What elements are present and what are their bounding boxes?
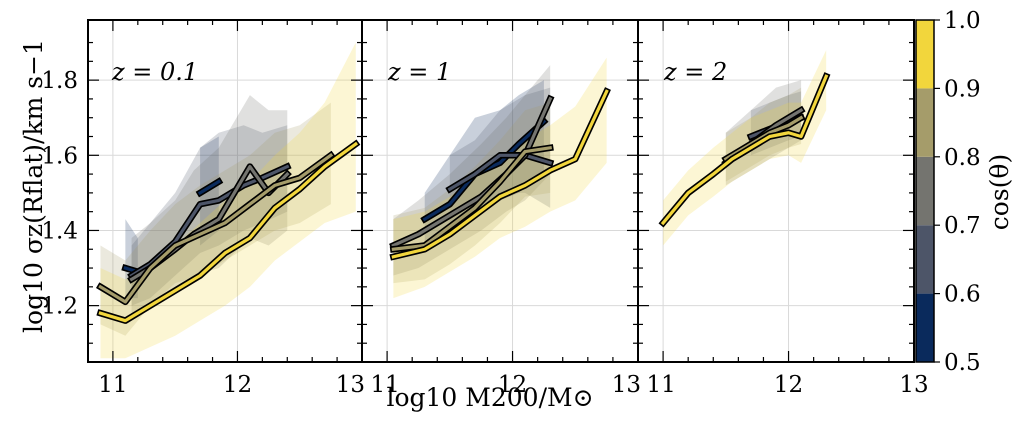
panel-frame xyxy=(637,19,915,363)
median-line xyxy=(660,74,829,226)
colorbar-tick-label: 0.9 xyxy=(944,76,981,102)
x-tick-label: 11 xyxy=(98,372,127,398)
panel-1: 11 12 13 1.2 1.4 1.6 1.8 z = 0.1 xyxy=(41,19,365,398)
scatter-band xyxy=(424,80,544,246)
colorbar-band xyxy=(916,293,934,362)
median-line xyxy=(447,153,553,192)
colorbar-band xyxy=(916,156,934,226)
colorbar-band xyxy=(916,20,934,89)
panel-content xyxy=(389,57,611,299)
colorbar-tick-label: 0.7 xyxy=(944,213,981,239)
panel-content xyxy=(95,42,361,359)
colorbar-tick-label: 0.5 xyxy=(944,350,981,376)
panels-group: 11 12 13 1.2 1.4 1.6 1.8 z = 0.1 11 12 13 z = 1 11 12… xyxy=(41,19,929,398)
colorbar-tick-label: 0.6 xyxy=(944,282,981,308)
colorbar-tick-label: 1.0 xyxy=(944,8,981,34)
y-tick-label: 1.4 xyxy=(41,218,78,244)
y-tick-label: 1.8 xyxy=(41,68,78,94)
median-line xyxy=(98,141,359,323)
colorbar: 0.5 0.6 0.7 0.8 0.9 1.0 xyxy=(915,8,981,376)
x-tick-label: 11 xyxy=(646,372,675,398)
y-axis-title: log10 σz(Rflat)/km s−1 xyxy=(19,39,48,333)
colorbar-tick-label: 0.8 xyxy=(944,145,981,171)
x-tick-label: 12 xyxy=(498,372,527,398)
colorbar-frame xyxy=(915,19,935,363)
x-tick-label: 12 xyxy=(774,372,803,398)
median-line xyxy=(391,89,609,259)
colorbar-band xyxy=(916,225,934,294)
panel-3: 11 12 13 z = 2 xyxy=(637,19,929,398)
colorbar-band xyxy=(916,88,934,157)
x-tick-label: 11 xyxy=(370,372,399,398)
panel-redshift-label: z = 2 xyxy=(663,58,727,86)
panel-2: 11 12 13 z = 1 xyxy=(361,19,641,398)
median-line xyxy=(98,153,334,304)
panel-redshift-label: z = 1 xyxy=(387,58,451,86)
panel-redshift-label: z = 0.1 xyxy=(111,58,198,86)
x-tick-label: 13 xyxy=(899,372,928,398)
y-tick-label: 1.6 xyxy=(41,143,78,169)
x-tick-label: 12 xyxy=(223,372,252,398)
x-tick-label: 13 xyxy=(612,372,641,398)
colorbar-title: cos(θ) xyxy=(985,154,1014,230)
panel-content xyxy=(658,50,831,246)
x-tick-label: 13 xyxy=(336,372,365,398)
median-line xyxy=(197,179,221,196)
y-tick-label: 1.2 xyxy=(41,294,78,320)
x-axis-title: log10 M200/M⊙ xyxy=(386,383,593,412)
